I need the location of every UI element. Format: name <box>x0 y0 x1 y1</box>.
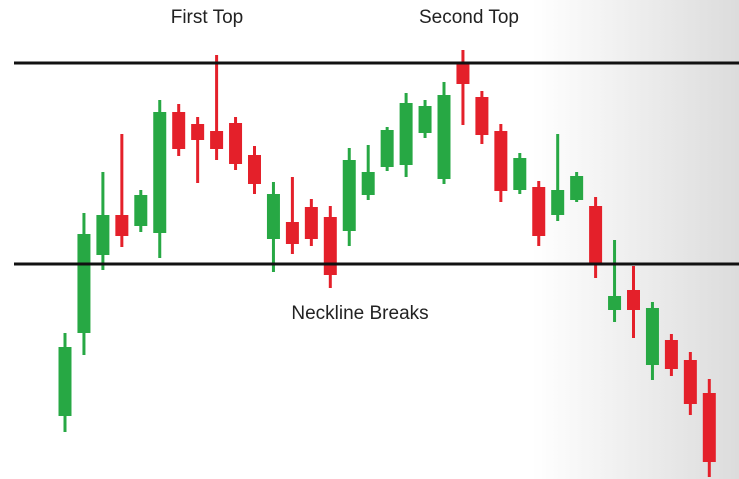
candle-body <box>380 130 394 167</box>
candle-body <box>342 160 356 231</box>
candle-body <box>210 131 224 149</box>
candle-body <box>58 347 72 416</box>
candle-body <box>418 106 432 133</box>
candle-body <box>513 158 527 190</box>
candle-body <box>248 155 261 184</box>
candle-body <box>285 222 299 244</box>
candle-body <box>134 195 148 226</box>
candle-body <box>191 124 205 140</box>
candle-body <box>627 290 640 310</box>
candle-body <box>361 172 375 195</box>
candle-body <box>664 340 678 369</box>
candle-body <box>304 207 318 239</box>
candle-body <box>589 206 603 264</box>
candle-body <box>494 131 508 191</box>
annotation: First Top <box>171 7 244 28</box>
candle-body <box>266 194 280 239</box>
candle-body <box>229 123 243 164</box>
candle-body <box>532 187 546 236</box>
candle-body <box>702 393 716 462</box>
candle-body <box>645 308 659 365</box>
candle-body <box>683 360 697 404</box>
annotation: Second Top <box>419 7 519 28</box>
candle-body <box>570 176 584 200</box>
candle-body <box>153 112 167 233</box>
candle-body <box>172 112 186 149</box>
candle-body <box>456 62 470 84</box>
candle-body <box>399 103 413 165</box>
candle-body <box>608 296 622 310</box>
candle-body <box>323 217 337 275</box>
candle-body <box>96 215 110 255</box>
annotation: Neckline Breaks <box>291 303 428 324</box>
candle-body <box>551 190 565 215</box>
candle-body <box>437 95 451 179</box>
candle-body <box>475 97 489 135</box>
candle-body <box>77 234 91 333</box>
candle-body <box>115 215 129 236</box>
